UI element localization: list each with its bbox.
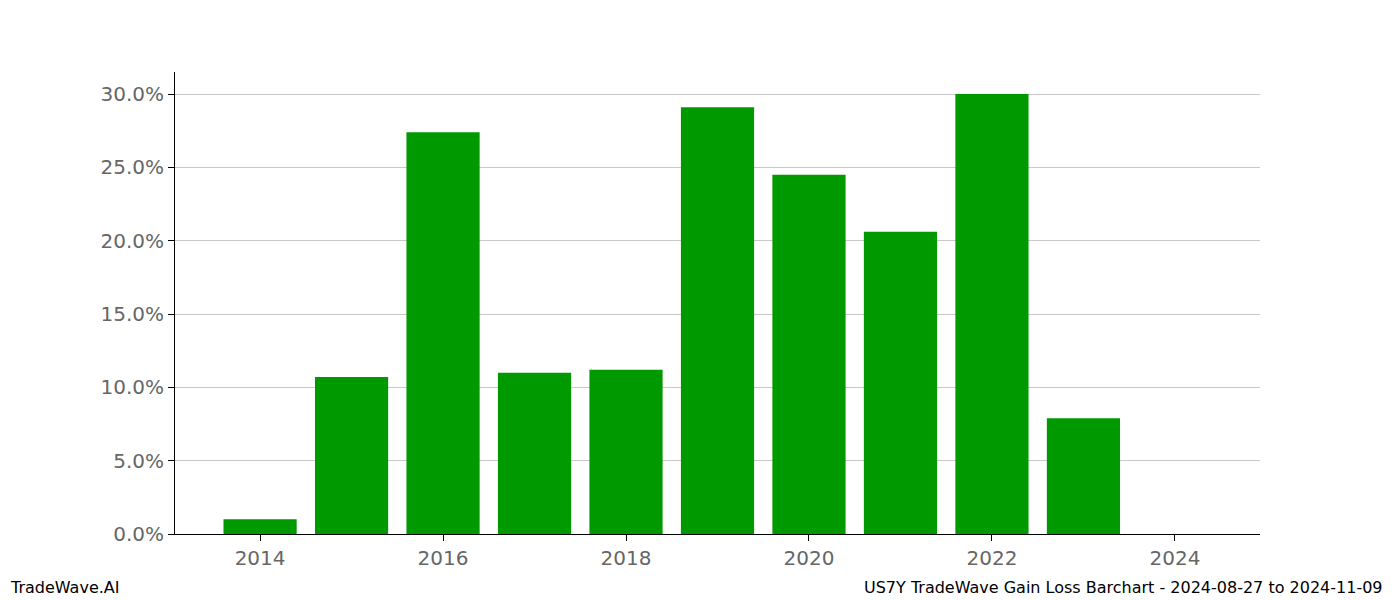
- svg-text:TradeWave.AI: TradeWave.AI: [10, 578, 119, 597]
- svg-text:2018: 2018: [601, 546, 652, 570]
- svg-text:US7Y TradeWave Gain Loss Barch: US7Y TradeWave Gain Loss Barchart - 2024…: [864, 578, 1383, 597]
- svg-text:15.0%: 15.0%: [100, 302, 164, 326]
- svg-text:2022: 2022: [966, 546, 1017, 570]
- svg-text:2024: 2024: [1149, 546, 1200, 570]
- svg-text:20.0%: 20.0%: [100, 229, 164, 253]
- svg-text:0.0%: 0.0%: [113, 522, 164, 546]
- svg-text:2020: 2020: [784, 546, 835, 570]
- svg-text:5.0%: 5.0%: [113, 449, 164, 473]
- svg-text:30.0%: 30.0%: [100, 82, 164, 106]
- svg-text:2014: 2014: [235, 546, 286, 570]
- svg-text:2016: 2016: [418, 546, 469, 570]
- svg-text:10.0%: 10.0%: [100, 375, 164, 399]
- svg-text:25.0%: 25.0%: [100, 155, 164, 179]
